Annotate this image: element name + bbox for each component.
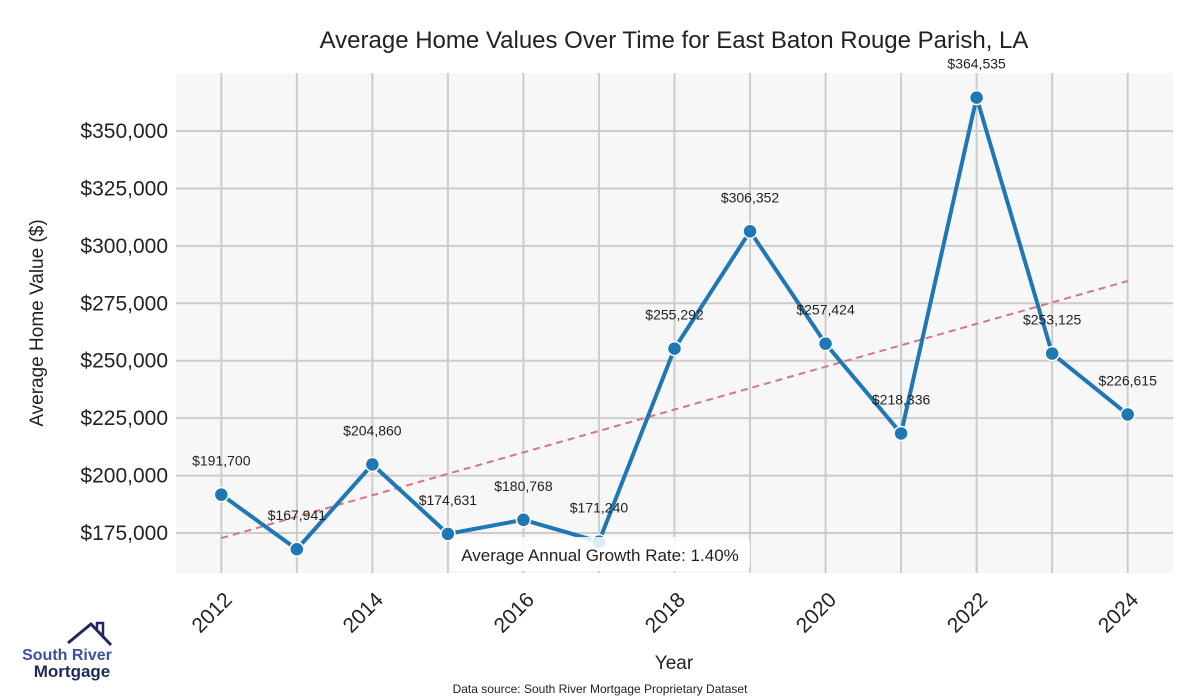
x-axis-label: Year <box>655 653 694 674</box>
data-label: $226,615 <box>1098 372 1157 388</box>
data-point <box>364 456 381 473</box>
x-tick-label: 2016 <box>490 588 539 637</box>
house-roof-icon <box>67 621 113 647</box>
data-label: $204,860 <box>343 422 402 438</box>
data-point <box>742 223 758 240</box>
data-label: $364,535 <box>947 56 1006 72</box>
x-ticks: 2012 2014 2016 2018 2020 2022 2024 <box>188 588 1144 638</box>
y-tick-label: $250,000 <box>80 350 168 373</box>
data-label: $255,292 <box>645 307 704 323</box>
data-label: $253,125 <box>1023 312 1082 328</box>
data-label: $174,631 <box>419 492 478 508</box>
data-label: $180,768 <box>494 478 553 494</box>
y-ticks: $175,000 $200,000 $225,000 $250,000 $275,000… <box>80 120 168 545</box>
x-tick-label: 2022 <box>943 588 992 637</box>
data-label: $218,336 <box>872 391 931 407</box>
logo: South River Mortgage <box>22 621 113 681</box>
data-point <box>213 486 230 503</box>
y-tick-label: $325,000 <box>80 177 168 200</box>
data-point <box>440 526 456 542</box>
trend-line <box>221 280 1128 540</box>
data-label: $171,240 <box>570 500 629 516</box>
x-tick-label: 2024 <box>1094 588 1144 638</box>
data-label: $306,352 <box>721 189 780 205</box>
growth-rate-annotation: Average Annual Growth Rate: 1.40% <box>450 537 750 571</box>
x-tick-label: 2012 <box>188 588 237 637</box>
y-tick-label: $225,000 <box>80 407 168 430</box>
data-point <box>666 340 683 357</box>
data-point <box>515 512 532 528</box>
x-tick-label: 2018 <box>641 588 690 637</box>
y-tick-label: $175,000 <box>80 522 168 545</box>
y-tick-label: $275,000 <box>80 292 168 315</box>
data-label: $191,700 <box>192 453 251 469</box>
logo-line2: Mortgage <box>34 662 111 681</box>
growth-rate-text: Average Annual Growth Rate: 1.40% <box>461 546 739 565</box>
y-tick-label: $200,000 <box>80 465 168 488</box>
data-point <box>817 335 834 352</box>
data-label: $167,941 <box>268 507 327 523</box>
chart-title: Average Home Values Over Time for East B… <box>320 27 1029 54</box>
data-label: $257,424 <box>796 302 855 318</box>
y-tick-label: $300,000 <box>80 235 168 258</box>
data-point <box>968 89 985 106</box>
y-axis-label: Average Home Value ($) <box>27 219 48 426</box>
x-tick-label: 2014 <box>339 588 389 638</box>
data-labels: $191,700 $167,941 $204,860 $174,631 $180,768… <box>192 56 1157 524</box>
data-points <box>213 89 1136 557</box>
chimney-icon <box>95 621 105 636</box>
logo-line1: South River <box>22 647 112 664</box>
data-point <box>1119 406 1136 423</box>
x-tick-label: 2020 <box>792 588 841 637</box>
data-point <box>289 541 305 557</box>
data-point <box>1044 345 1060 362</box>
data-source: Data source: South River Mortgage Propri… <box>453 682 748 696</box>
data-point <box>893 425 909 442</box>
y-tick-label: $350,000 <box>80 120 168 143</box>
